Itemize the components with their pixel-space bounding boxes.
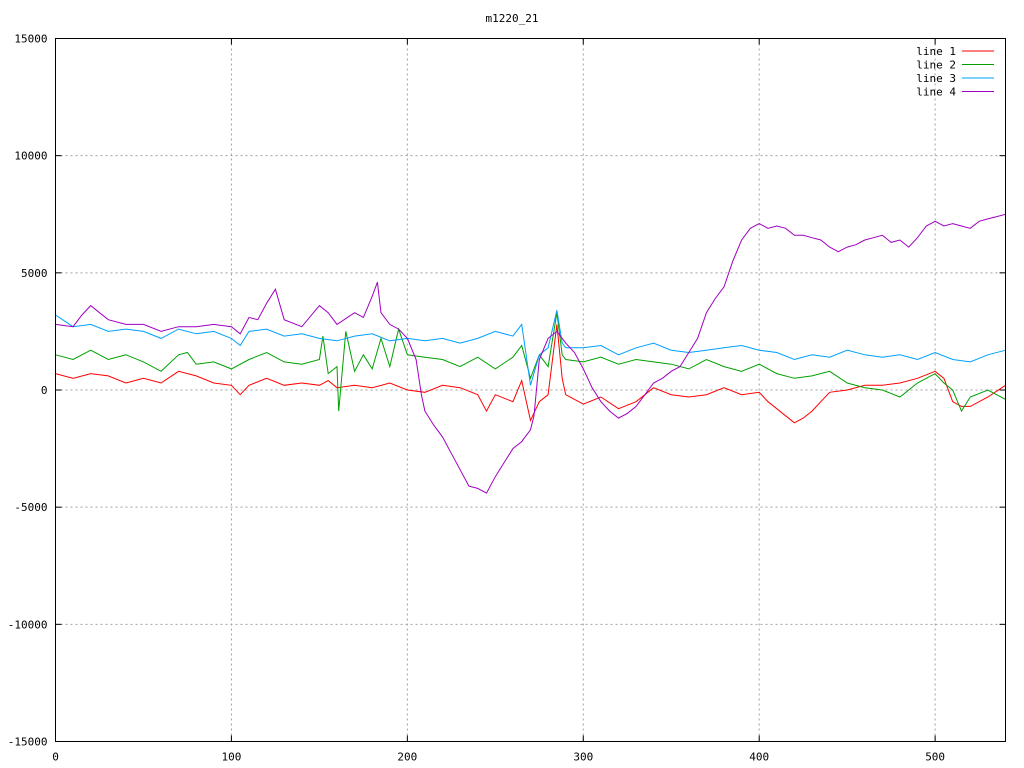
y-tick-label: 10000 — [14, 150, 47, 163]
legend-label: line 2 — [916, 59, 956, 72]
legend-label: line 1 — [916, 45, 956, 58]
y-tick-label: -10000 — [8, 618, 48, 631]
x-tick-label: 200 — [397, 751, 417, 764]
x-tick-label: 300 — [573, 751, 593, 764]
plot-frame — [55, 38, 1006, 742]
x-tick-label: 100 — [221, 751, 241, 764]
series-line-1 — [55, 324, 1006, 424]
grid — [55, 38, 1006, 742]
x-tick-label: 500 — [925, 751, 945, 764]
legend-label: line 4 — [916, 86, 956, 99]
series-line-4 — [55, 213, 1006, 494]
x-tick-label: 0 — [52, 751, 59, 764]
series-line-3 — [55, 310, 1006, 386]
series-lines — [55, 213, 1006, 494]
y-tick-label: 0 — [41, 384, 48, 397]
y-tick-label: 5000 — [21, 267, 48, 280]
series-line-2 — [55, 312, 1006, 413]
legend-label: line 3 — [916, 72, 956, 85]
x-tick-label: 400 — [749, 751, 769, 764]
axis-ticks: -15000 -10000 -5000 0 5000 10000 15000 0 100 200 3… — [8, 33, 1006, 764]
chart-title: m1220_21 — [486, 12, 539, 25]
y-tick-label: -15000 — [8, 736, 48, 749]
y-tick-label: 15000 — [14, 33, 47, 46]
y-tick-label: -5000 — [14, 501, 47, 514]
